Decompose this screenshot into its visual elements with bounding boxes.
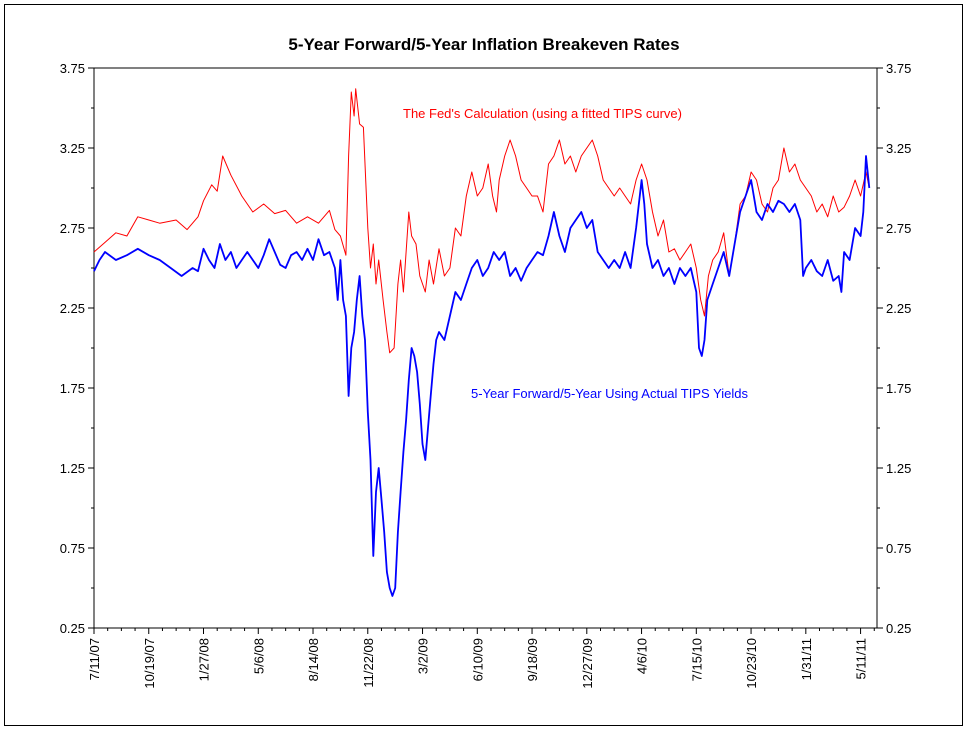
chart-frame [4, 4, 963, 726]
actual-tips-series-line [93, 155, 871, 597]
y-tick-label-left: 2.25 [60, 301, 85, 316]
y-tick-label-right: 3.25 [886, 141, 911, 156]
series-group [93, 88, 871, 597]
x-tick-label: 12/27/09 [580, 638, 595, 689]
y-tick-label-left: 1.75 [60, 381, 85, 396]
x-axis: 7/11/07 10/19/07 1/27/08 5/6/08 8/14/08 11/22… [87, 628, 875, 689]
x-tick-label: 11/22/08 [361, 638, 376, 688]
y-tick-label-right: 3.75 [886, 61, 911, 76]
x-tick-label: 8/14/08 [306, 638, 321, 681]
y-tick-label-left: 0.25 [60, 621, 85, 636]
x-tick-label: 5/11/11 [854, 638, 869, 679]
x-tick-label: 7/11/07 [87, 638, 102, 680]
y-tick-label-left: 3.75 [60, 61, 85, 76]
y-axis-left: 0.25 0.75 1.25 1.75 2.25 2.75 3.25 3.75 [60, 61, 94, 636]
x-tick-label: 1/27/08 [197, 638, 212, 681]
x-tick-label: 3/2/09 [416, 638, 431, 674]
x-tick-label: 10/19/07 [142, 638, 157, 689]
y-tick-label-right: 1.75 [886, 381, 911, 396]
x-tick-label: 5/6/08 [251, 638, 266, 674]
x-tick-label: 1/31/11 [799, 638, 814, 680]
chart-title: 5-Year Forward/5-Year Inflation Breakeve… [288, 35, 679, 54]
y-tick-label-right: 1.25 [886, 461, 911, 476]
x-tick-label: 10/23/10 [744, 638, 759, 689]
fed-series-annotation: The Fed's Calculation (using a fitted TI… [403, 106, 682, 121]
y-tick-label-right: 0.75 [886, 541, 911, 556]
x-tick-label: 9/18/09 [525, 638, 540, 681]
y-tick-label-right: 2.75 [886, 221, 911, 236]
plot-area [93, 67, 878, 629]
tips-series-annotation: 5-Year Forward/5-Year Using Actual TIPS … [471, 386, 748, 401]
y-axis-right: 0.25 0.75 1.25 1.75 2.25 2.75 3.25 3.75 [877, 61, 911, 636]
y-tick-label-right: 0.25 [886, 621, 911, 636]
y-tick-label-left: 3.25 [60, 141, 85, 156]
x-tick-label: 6/10/09 [470, 638, 485, 681]
fed-calculation-series-line [93, 88, 870, 354]
y-tick-label-left: 1.25 [60, 461, 85, 476]
y-tick-label-left: 0.75 [60, 541, 85, 556]
y-tick-label-left: 2.75 [60, 221, 85, 236]
x-tick-label: 4/6/10 [635, 638, 650, 674]
y-tick-label-right: 2.25 [886, 301, 911, 316]
x-tick-label: 7/15/10 [689, 638, 704, 681]
